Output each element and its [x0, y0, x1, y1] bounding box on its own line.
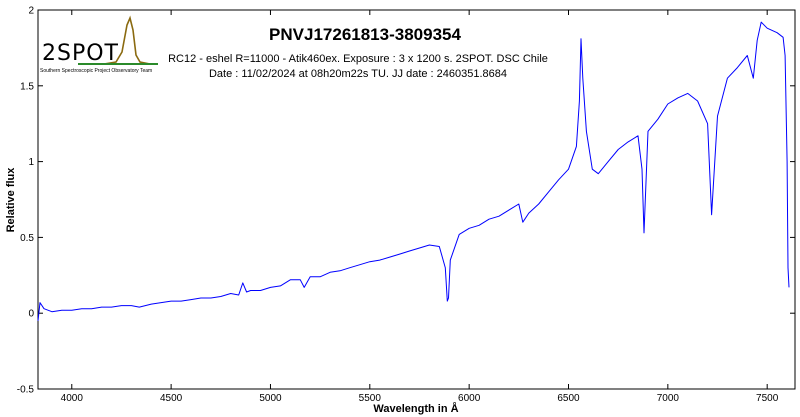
spectrum-series-line [37, 21, 790, 321]
series-layer [37, 21, 790, 321]
x-tick-label: 4500 [160, 393, 183, 404]
chart-title: PNVJ17261813-3809354 [269, 25, 461, 44]
y-tick-label: 0.5 [20, 233, 34, 244]
logo-tagline: Southern Spectroscopic Project Observato… [40, 68, 152, 74]
logo-2spot: 2SPOT Southern Spectroscopic Project Obs… [40, 15, 158, 74]
chart-subtitle-1: RC12 - eshel R=11000 - Atik460ex. Exposu… [168, 53, 548, 65]
x-tick-label: 7500 [756, 393, 779, 404]
x-tick-label: 5500 [359, 393, 382, 404]
x-tick-label: 7000 [657, 393, 680, 404]
y-tick-label: -0.5 [17, 385, 35, 396]
y-tick-label: 1 [28, 157, 34, 168]
x-axis-ticks: 4000 4500 5000 5500 6000 6500 7000 7500 [61, 10, 779, 404]
y-tick-label: 1.5 [20, 81, 34, 92]
y-axis-label: Relative flux [5, 167, 17, 233]
x-tick-label: 6500 [557, 393, 580, 404]
x-axis-label: Wavelength in Å [373, 402, 458, 415]
plot-frame [37, 9, 796, 390]
x-tick-label: 5000 [259, 393, 282, 404]
x-tick-label: 6000 [458, 393, 481, 404]
logo-wordmark: 2SPOT [42, 41, 119, 66]
y-axis-ticks: -0.5 0 0.5 1 1.5 2 [17, 6, 795, 396]
x-tick-label: 4000 [61, 393, 84, 404]
chart-subtitle-2: Date : 11/02/2024 at 08h20m22s TU. JJ da… [209, 68, 507, 80]
logo-spectrum-peak-icon [103, 15, 151, 65]
y-tick-label: 2 [28, 6, 34, 17]
y-tick-label: 0 [28, 309, 34, 320]
